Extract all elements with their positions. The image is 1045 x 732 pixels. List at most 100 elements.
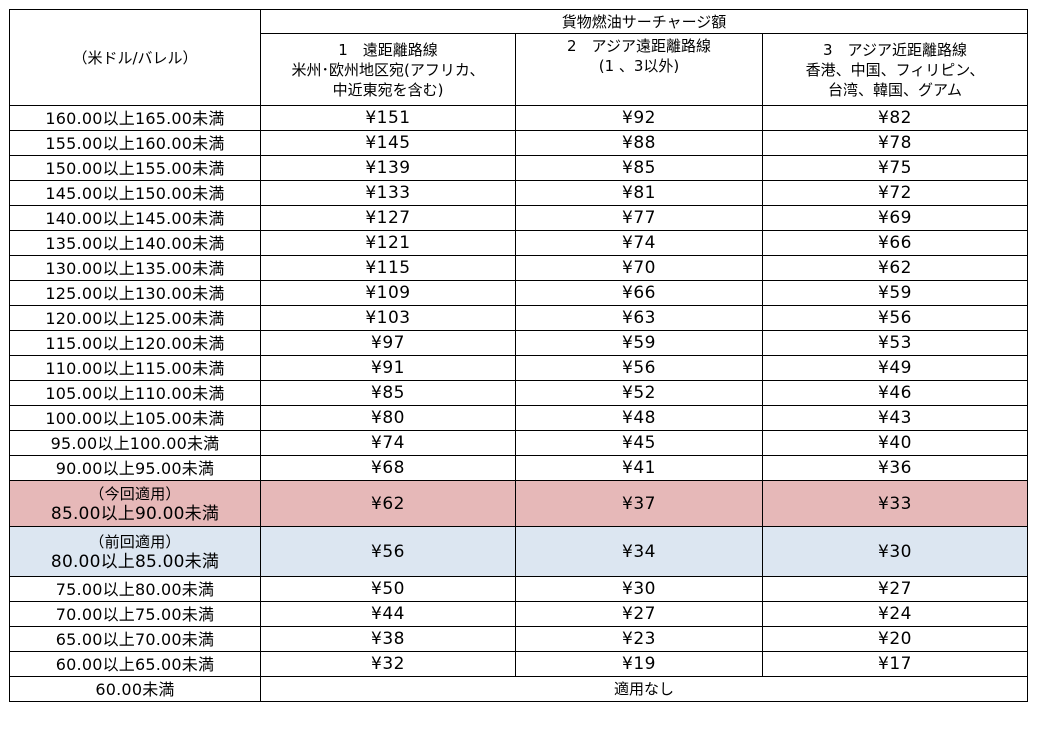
range-text: 85.00以上90.00未満 (50, 503, 220, 524)
table-row: 155.00以上160.00未満 ¥145 ¥88 ¥78 (9, 130, 1028, 156)
range-cell: 60.00以上65.00未満 (9, 651, 261, 677)
table-row: 125.00以上130.00未満 ¥109 ¥66 ¥59 (9, 280, 1028, 306)
current-note: （今回適用） (89, 484, 181, 503)
surcharge-asia-long: ¥77 (515, 205, 763, 231)
table-row: 70.00以上75.00未満 ¥44 ¥27 ¥24 (9, 601, 1028, 627)
surcharge-asia-short: ¥20 (762, 626, 1028, 652)
current-rate-row: （今回適用） 85.00以上90.00未満 ¥62 ¥37 ¥33 (9, 480, 1028, 527)
table-row: 100.00以上105.00未満 ¥80 ¥48 ¥43 (9, 405, 1028, 431)
range-cell: 90.00以上95.00未満 (9, 455, 261, 481)
surcharge-asia-long: ¥70 (515, 255, 763, 281)
surcharge-asia-long: ¥48 (515, 405, 763, 431)
not-applicable-cell: 適用なし (260, 676, 1028, 702)
surcharge-long-haul: ¥145 (260, 130, 516, 156)
column-header-long-haul: 1 遠距離路線 米州･欧州地区宛(アフリカ、 中近東宛を含む) (260, 33, 516, 106)
surcharge-asia-long: ¥66 (515, 280, 763, 306)
table-row: 120.00以上125.00未満 ¥103 ¥63 ¥56 (9, 305, 1028, 331)
range-cell: 150.00以上155.00未満 (9, 155, 261, 181)
surcharge-asia-short: ¥56 (762, 305, 1028, 331)
table-row: 140.00以上145.00未満 ¥127 ¥77 ¥69 (9, 205, 1028, 231)
range-cell: 155.00以上160.00未満 (9, 130, 261, 156)
surcharge-asia-short: ¥17 (762, 651, 1028, 677)
column-header-line: 中近東宛を含む) (332, 80, 444, 99)
table-row: 75.00以上80.00未満 ¥50 ¥30 ¥27 (9, 576, 1028, 602)
table-row: 115.00以上120.00未満 ¥97 ¥59 ¥53 (9, 330, 1028, 356)
range-cell: 120.00以上125.00未満 (9, 305, 261, 331)
table-row: 150.00以上155.00未満 ¥139 ¥85 ¥75 (9, 155, 1028, 181)
surcharge-asia-short: ¥78 (762, 130, 1028, 156)
surcharge-long-haul: ¥139 (260, 155, 516, 181)
surcharge-long-haul: ¥80 (260, 405, 516, 431)
surcharge-asia-long: ¥41 (515, 455, 763, 481)
surcharge-asia-short: ¥75 (762, 155, 1028, 181)
surcharge-asia-short: ¥36 (762, 455, 1028, 481)
surcharge-asia-short: ¥40 (762, 430, 1028, 456)
surcharge-asia-short: ¥46 (762, 380, 1028, 406)
range-cell: 95.00以上100.00未満 (9, 430, 261, 456)
range-cell: 110.00以上115.00未満 (9, 355, 261, 381)
column-header-line: (1 、3以外) (598, 57, 680, 75)
range-cell: 60.00未満 (9, 676, 261, 702)
surcharge-asia-short: ¥49 (762, 355, 1028, 381)
previous-rate-row: （前回適用） 80.00以上85.00未満 ¥56 ¥34 ¥30 (9, 526, 1028, 577)
table-row: 160.00以上165.00未満 ¥151 ¥92 ¥82 (9, 105, 1028, 131)
range-cell: （前回適用） 80.00以上85.00未満 (9, 526, 261, 577)
surcharge-long-haul: ¥151 (260, 105, 516, 131)
surcharge-asia-long: ¥30 (515, 576, 763, 602)
surcharge-long-haul: ¥115 (260, 255, 516, 281)
column-header-line: 香港、中国、フィリピン、 (805, 60, 985, 79)
column-header-line: 2 アジア遠距離路線 (567, 37, 711, 55)
range-cell: 115.00以上120.00未満 (9, 330, 261, 356)
surcharge-long-haul: ¥85 (260, 380, 516, 406)
surcharge-asia-short: ¥33 (762, 480, 1028, 527)
table-row: 60.00未満 適用なし (9, 676, 1028, 702)
surcharge-asia-long: ¥52 (515, 380, 763, 406)
column-header-line: 3 アジア近距離路線 (823, 40, 967, 59)
surcharge-long-haul: ¥133 (260, 180, 516, 206)
table-row: 90.00以上95.00未満 ¥68 ¥41 ¥36 (9, 455, 1028, 481)
previous-note: （前回適用） (89, 532, 181, 551)
surcharge-asia-long: ¥59 (515, 330, 763, 356)
range-cell: 75.00以上80.00未満 (9, 576, 261, 602)
table-row: 105.00以上110.00未満 ¥85 ¥52 ¥46 (9, 380, 1028, 406)
surcharge-asia-long: ¥88 (515, 130, 763, 156)
table-row: 110.00以上115.00未満 ¥91 ¥56 ¥49 (9, 355, 1028, 381)
surcharge-asia-long: ¥92 (515, 105, 763, 131)
range-cell: 160.00以上165.00未満 (9, 105, 261, 131)
surcharge-long-haul: ¥32 (260, 651, 516, 677)
surcharge-asia-long: ¥81 (515, 180, 763, 206)
surcharge-asia-short: ¥53 (762, 330, 1028, 356)
range-text: 80.00以上85.00未満 (50, 551, 220, 572)
surcharge-long-haul: ¥127 (260, 205, 516, 231)
range-cell: 135.00以上140.00未満 (9, 230, 261, 256)
surcharge-long-haul: ¥103 (260, 305, 516, 331)
range-cell: 145.00以上150.00未満 (9, 180, 261, 206)
surcharge-asia-long: ¥56 (515, 355, 763, 381)
surcharge-asia-long: ¥74 (515, 230, 763, 256)
surcharge-asia-short: ¥27 (762, 576, 1028, 602)
surcharge-long-haul: ¥68 (260, 455, 516, 481)
surcharge-long-haul: ¥50 (260, 576, 516, 602)
surcharge-asia-short: ¥82 (762, 105, 1028, 131)
range-cell: （今回適用） 85.00以上90.00未満 (9, 480, 261, 527)
surcharge-asia-long: ¥85 (515, 155, 763, 181)
surcharge-long-haul: ¥91 (260, 355, 516, 381)
surcharge-table: （米ドル/バレル） 貨物燃油サーチャージ額 1 遠距離路線 米州･欧州地区宛(ア… (9, 9, 1028, 702)
surcharge-asia-short: ¥30 (762, 526, 1028, 577)
table-row: 130.00以上135.00未満 ¥115 ¥70 ¥62 (9, 255, 1028, 281)
surcharge-asia-short: ¥24 (762, 601, 1028, 627)
table-row: 60.00以上65.00未満 ¥32 ¥19 ¥17 (9, 651, 1028, 677)
surcharge-asia-short: ¥62 (762, 255, 1028, 281)
surcharge-asia-short: ¥66 (762, 230, 1028, 256)
surcharge-asia-short: ¥72 (762, 180, 1028, 206)
surcharge-long-haul: ¥38 (260, 626, 516, 652)
surcharge-long-haul: ¥109 (260, 280, 516, 306)
column-header-asia-long: 2 アジア遠距離路線 (1 、3以外) (515, 33, 763, 106)
range-cell: 130.00以上135.00未満 (9, 255, 261, 281)
range-cell: 65.00以上70.00未満 (9, 626, 261, 652)
range-cell: 100.00以上105.00未満 (9, 405, 261, 431)
column-header-line: 台湾、韓国、グアム (828, 80, 962, 99)
surcharge-asia-long: ¥23 (515, 626, 763, 652)
surcharge-long-haul: ¥44 (260, 601, 516, 627)
table-row: 135.00以上140.00未満 ¥121 ¥74 ¥66 (9, 230, 1028, 256)
